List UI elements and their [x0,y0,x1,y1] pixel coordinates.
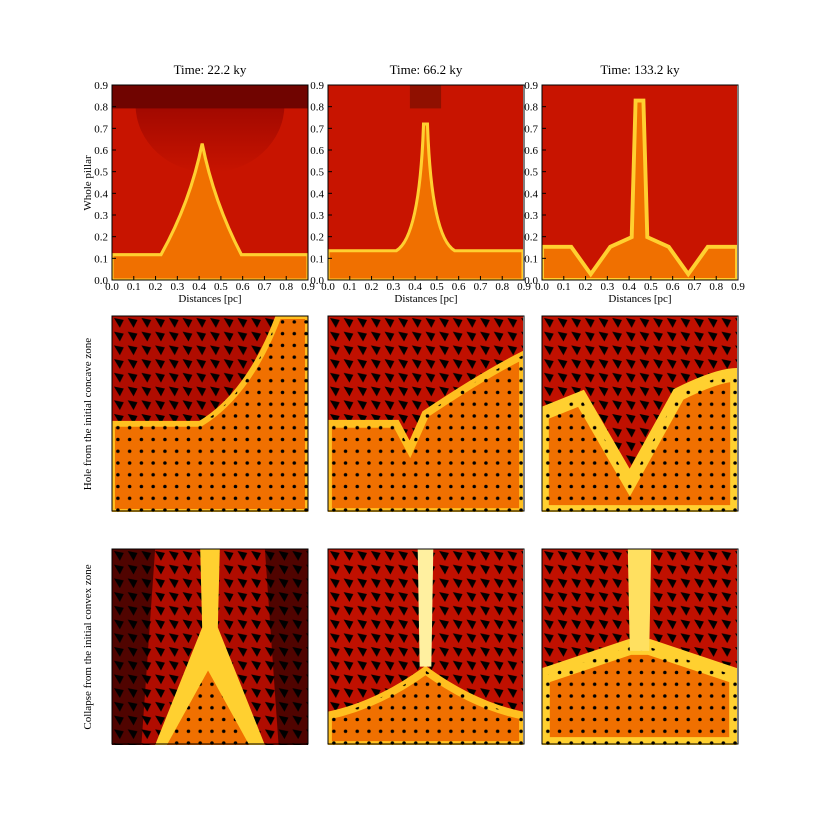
panel-frame [327,548,525,745]
y-tick-label: 0.4 [310,188,324,200]
y-tick-label: 0.6 [94,145,108,157]
y-tick-label: 0.3 [310,210,324,222]
row-label: Collapse from the initial convex zone [82,564,94,729]
x-tick-label: 0.9 [301,281,315,293]
x-tick-label: 0.6 [452,281,466,293]
x-tick-label: 0.0 [535,281,549,293]
y-tick-label: 0.9 [524,80,538,92]
y-tick-label: 0.5 [524,167,538,179]
x-tick-label: 0.2 [149,281,163,293]
panel-frame [541,84,739,281]
x-tick-label: 0.6 [666,281,680,293]
x-axis-label: Distances [pc] [608,293,671,305]
x-tick-label: 0.8 [279,281,293,293]
y-tick-label: 0.5 [310,167,324,179]
y-tick-label: 0.1 [524,253,538,265]
y-tick-label: 0.3 [524,210,538,222]
panel-image [112,316,737,512]
x-axis-label: Distances [pc] [178,293,241,305]
y-tick-label: 0.0 [524,275,538,287]
x-tick-label: 0.3 [386,281,400,293]
panel-frame [541,315,739,512]
panel-frame [327,315,525,512]
y-tick-label: 0.8 [94,102,108,114]
y-tick-label: 0.6 [524,145,538,157]
y-tick-label: 0.9 [310,80,324,92]
column-title: Time: 22.2 ky [174,62,247,77]
y-tick-label: 0.3 [94,210,108,222]
x-tick-label: 0.3 [170,281,184,293]
panel-frame [541,548,739,745]
x-tick-label: 0.5 [644,281,658,293]
y-tick-label: 0.7 [94,123,108,135]
y-tick-label: 0.9 [94,80,108,92]
row-label: Hole from the initial concave zone [82,338,94,491]
y-tick-label: 0.1 [310,253,324,265]
panel-image [112,85,737,280]
panel-image [112,549,737,745]
x-tick-label: 0.2 [579,281,593,293]
x-tick-label: 0.9 [517,281,531,293]
panel-frame [327,84,525,281]
column-title: Time: 66.2 ky [390,62,463,77]
x-tick-label: 0.8 [495,281,509,293]
y-tick-label: 0.4 [94,188,108,200]
x-tick-label: 0.1 [343,281,357,293]
x-tick-label: 0.4 [622,281,636,293]
x-tick-label: 0.9 [731,281,745,293]
x-tick-label: 0.8 [709,281,723,293]
x-tick-label: 0.5 [430,281,444,293]
row-label: Whole pillar [82,155,94,211]
x-axis-label: Distances [pc] [394,293,457,305]
y-tick-label: 0.4 [524,188,538,200]
column-title: Time: 133.2 ky [600,62,680,77]
x-tick-label: 0.3 [600,281,614,293]
x-tick-label: 0.7 [258,281,272,293]
x-tick-label: 0.7 [474,281,488,293]
x-tick-label: 0.4 [408,281,422,293]
y-tick-label: 0.8 [524,102,538,114]
y-tick-label: 0.7 [524,123,538,135]
x-tick-label: 0.1 [127,281,141,293]
y-tick-label: 0.6 [310,145,324,157]
y-tick-label: 0.7 [310,123,324,135]
x-tick-label: 0.2 [365,281,379,293]
x-tick-label: 0.0 [321,281,335,293]
x-tick-label: 0.6 [236,281,250,293]
x-tick-label: 0.0 [105,281,119,293]
x-tick-label: 0.1 [557,281,571,293]
y-tick-label: 0.0 [310,275,324,287]
y-tick-label: 0.8 [310,102,324,114]
y-tick-label: 0.1 [94,253,108,265]
y-tick-label: 0.2 [94,232,108,244]
x-tick-label: 0.7 [688,281,702,293]
y-tick-label: 0.0 [94,275,108,287]
panel-frame [111,315,309,512]
y-tick-label: 0.2 [524,232,538,244]
panel-frame [111,548,309,745]
y-tick-label: 0.5 [94,167,108,179]
x-tick-label: 0.5 [214,281,228,293]
panel-frame [111,84,309,281]
x-tick-label: 0.4 [192,281,206,293]
y-tick-label: 0.2 [310,232,324,244]
